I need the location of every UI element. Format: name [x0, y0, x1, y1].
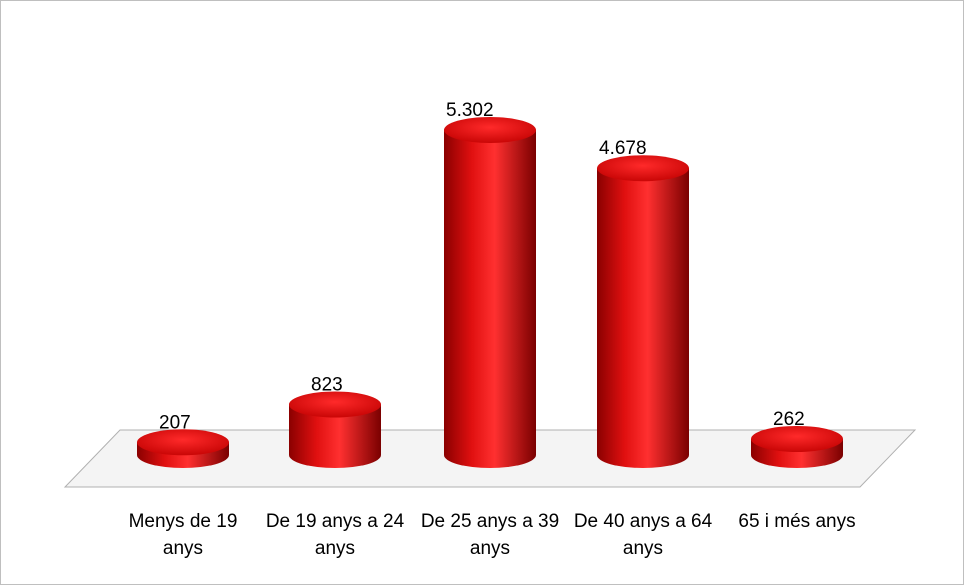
x-tick-label: Menys de 19 anys — [108, 508, 258, 562]
value-label: 823 — [311, 375, 343, 396]
chart: 207 823 5.302 4.678 262 Menys de 19 anysDe 1… — [0, 0, 965, 586]
value-label: 5.302 — [446, 100, 494, 121]
x-tick-label: De 19 anys a 24 anys — [260, 508, 410, 562]
x-tick-label: 65 i més anys — [722, 508, 872, 535]
value-label: 4.678 — [599, 138, 647, 159]
value-label: 262 — [773, 409, 805, 430]
cylinder — [444, 130, 536, 468]
cylinder — [597, 168, 689, 468]
value-label: 207 — [159, 412, 191, 433]
x-tick-label: De 25 anys a 39 anys — [415, 508, 565, 562]
x-tick-label: De 40 anys a 64 anys — [568, 508, 718, 562]
chart-svg: 207 823 5.302 4.678 262 — [0, 0, 965, 586]
